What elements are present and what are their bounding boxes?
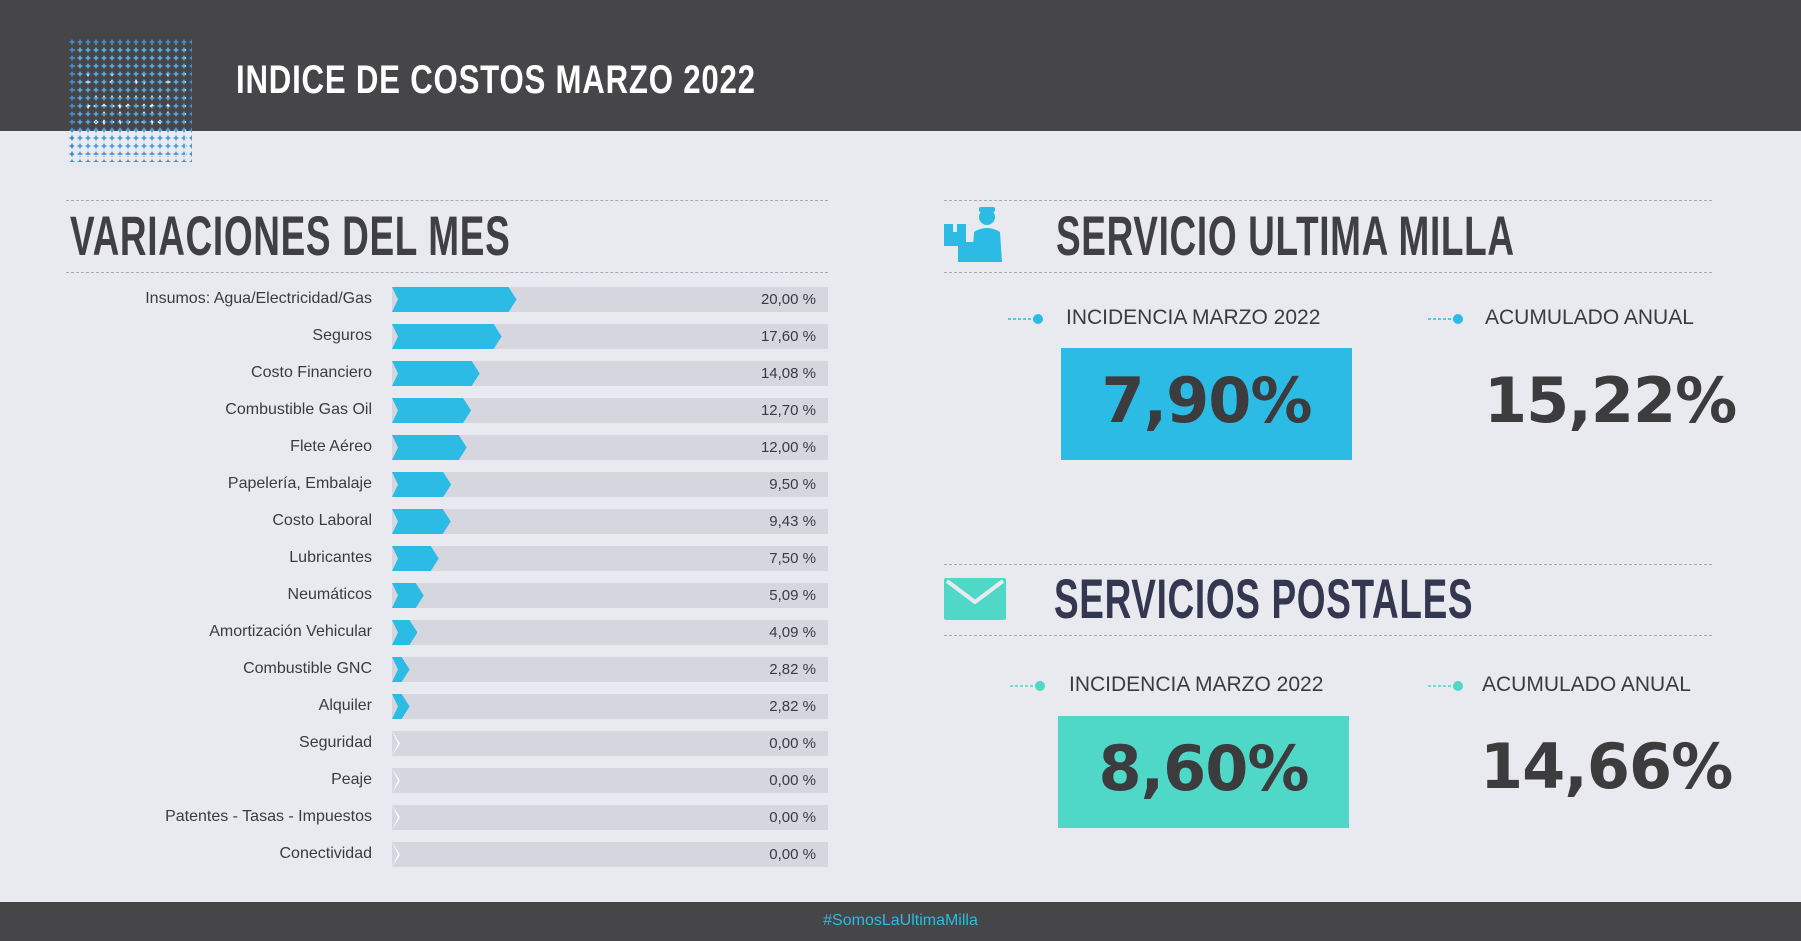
ultima-milla-acumulado-value: 15,22%: [1484, 364, 1737, 437]
ultima-milla-incidencia-label: INCIDENCIA MARZO 2022: [1066, 306, 1321, 329]
bullet-dot-icon: [1008, 314, 1043, 324]
logo-privados-text: PRIVADOS: [93, 119, 167, 128]
envelope-icon: [944, 578, 1006, 620]
bar-track: [392, 472, 828, 497]
section-divider: [66, 200, 828, 201]
bar-track: [392, 694, 828, 719]
bar-category-label: Combustible GNC: [243, 660, 372, 677]
bar-value-label: 20,00 %: [760, 291, 816, 308]
bar-category-label: Conectividad: [279, 845, 373, 862]
bar-value-label: 0,00 %: [769, 846, 816, 863]
logo-divider: [89, 95, 171, 97]
bar: [392, 694, 410, 719]
bar-category-label: Neumáticos: [287, 586, 372, 603]
postales-acumulado-label: ACUMULADO ANUAL: [1482, 673, 1691, 696]
variaciones-title: VARIACIONES DEL MES: [70, 204, 511, 267]
bar-category-label: Combustible Gas Oil: [225, 401, 372, 418]
bar-track: [392, 657, 828, 682]
bar-value-label: 9,50 %: [769, 476, 816, 493]
bar-category-label: Seguridad: [299, 734, 372, 751]
section-divider: [944, 635, 1712, 636]
bullet-dot-icon: [1428, 314, 1463, 324]
bar-track: [392, 509, 828, 534]
bar-track: [392, 842, 828, 867]
bar-value-label: 12,70 %: [760, 402, 816, 419]
section-divider: [944, 564, 1712, 565]
bar-value-label: 12,00 %: [760, 439, 816, 456]
bar-value-label: 7,50 %: [769, 550, 816, 567]
bar: [392, 546, 439, 571]
bar: [392, 472, 451, 497]
bar-value-label: 2,82 %: [769, 661, 816, 678]
postales-title: SERVICIOS POSTALES: [1054, 567, 1474, 630]
bar-category-label: Seguros: [312, 327, 372, 344]
bar-value-label: 17,60 %: [760, 328, 816, 345]
bar-category-label: Flete Aéreo: [290, 438, 372, 455]
bar-value-label: 5,09 %: [769, 587, 816, 604]
bar-value-label: 0,00 %: [769, 735, 816, 752]
bar: [392, 324, 502, 349]
bar-track: [392, 805, 828, 830]
bar-category-label: Peaje: [331, 771, 372, 788]
logo-aeca-text: A.E.C.A: [82, 71, 178, 90]
bar-category-label: Lubricantes: [289, 549, 372, 566]
bar-category-label: Costo Laboral: [272, 512, 372, 529]
bar-value-label: 2,82 %: [769, 698, 816, 715]
aeca-logo: A.E.C.A CORREOS PRIVADOS: [68, 38, 192, 162]
postales-incidencia-box: 8,60%: [1058, 716, 1349, 828]
bar: [392, 435, 467, 460]
footer-hashtag: #SomosLaUltimaMilla: [823, 912, 978, 929]
bar-category-label: Amortización Vehicular: [209, 623, 372, 640]
logo-divider: [89, 133, 171, 135]
delivery-person-icon: [944, 207, 1002, 262]
logo-correos-text: CORREOS: [86, 101, 174, 116]
ultima-milla-incidencia-value: 7,90%: [1101, 364, 1312, 437]
ultima-milla-acumulado-label: ACUMULADO ANUAL: [1485, 306, 1694, 329]
postales-acumulado-value: 14,66%: [1480, 730, 1733, 803]
bar-category-label: Insumos: Agua/Electricidad/Gas: [145, 290, 372, 307]
section-divider: [944, 200, 1712, 201]
section-divider: [944, 272, 1712, 273]
bar-value-label: 0,00 %: [769, 809, 816, 826]
bar-value-label: 9,43 %: [769, 513, 816, 530]
ultima-milla-title: SERVICIO ULTIMA MILLA: [1056, 204, 1515, 267]
bar-category-label: Costo Financiero: [251, 364, 372, 381]
bar-value-label: 0,00 %: [769, 772, 816, 789]
bullet-dot-icon: [1428, 681, 1463, 691]
bar-category-label: Papelería, Embalaje: [227, 475, 372, 492]
ultima-milla-incidencia-box: 7,90%: [1061, 348, 1352, 460]
bullet-dot-icon: [1010, 681, 1045, 691]
section-divider: [66, 272, 828, 273]
bar: [392, 398, 471, 423]
bar-track: [392, 768, 828, 793]
bar: [392, 361, 480, 386]
postales-incidencia-label: INCIDENCIA MARZO 2022: [1069, 673, 1324, 696]
bar-track: [392, 546, 828, 571]
bar-track: [392, 620, 828, 645]
page-title: INDICE DE COSTOS MARZO 2022: [236, 58, 756, 102]
bar-category-label: Alquiler: [318, 697, 372, 714]
bar-category-label: Patentes - Tasas - Impuestos: [165, 808, 372, 825]
postales-incidencia-value: 8,60%: [1098, 732, 1309, 805]
bar: [392, 509, 451, 534]
header-bar: INDICE DE COSTOS MARZO 2022: [0, 0, 1801, 131]
footer-bar: #SomosLaUltimaMilla: [0, 902, 1801, 941]
bar-value-label: 4,09 %: [769, 624, 816, 641]
bar-value-label: 14,08 %: [760, 365, 816, 382]
bar-track: [392, 583, 828, 608]
bar: [392, 657, 410, 682]
logo-stamp-face: A.E.C.A CORREOS PRIVADOS: [74, 44, 186, 156]
bar: [392, 287, 517, 312]
bar-track: [392, 731, 828, 756]
